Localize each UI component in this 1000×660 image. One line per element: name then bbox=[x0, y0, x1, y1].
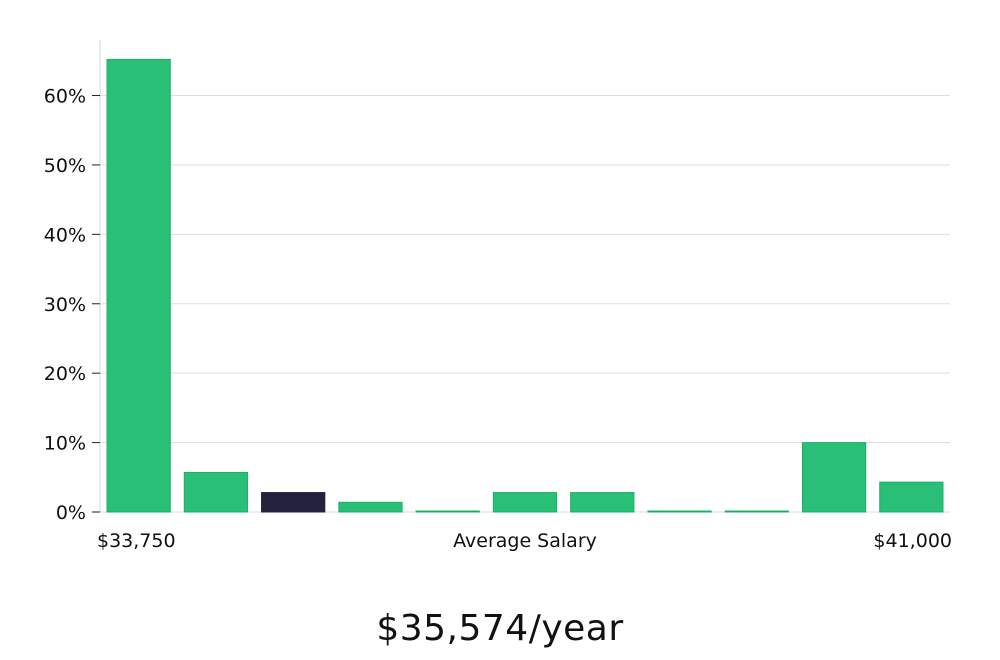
grid-lines bbox=[100, 95, 950, 513]
bar bbox=[801, 442, 867, 513]
bars bbox=[106, 58, 944, 513]
bar bbox=[492, 492, 558, 513]
y-axis-ticks: 0% 10% 20% 30% 40% 50% 60% bbox=[44, 86, 100, 524]
y-tick-label: 60% bbox=[44, 86, 86, 108]
y-tick-label: 40% bbox=[44, 224, 86, 246]
bar bbox=[338, 501, 403, 513]
x-axis-max-label: $41,000 bbox=[873, 530, 952, 552]
bar-highlighted bbox=[261, 492, 326, 513]
y-tick-label: 30% bbox=[44, 294, 86, 316]
y-tick-label: 10% bbox=[44, 433, 86, 455]
bar bbox=[879, 481, 944, 513]
y-tick-label: 0% bbox=[56, 502, 86, 524]
salary-histogram-chart: 0% 10% 20% 30% 40% 50% 60% $33,750 Average Sal… bbox=[44, 40, 952, 552]
bar bbox=[183, 471, 249, 513]
bar bbox=[570, 492, 635, 513]
bar bbox=[106, 58, 171, 513]
bar bbox=[647, 510, 712, 513]
bar bbox=[415, 510, 480, 513]
average-salary-headline: $35,574/year bbox=[376, 608, 624, 649]
bar bbox=[724, 510, 789, 513]
y-tick-label: 50% bbox=[44, 155, 86, 177]
x-axis-title: Average Salary bbox=[453, 530, 597, 552]
x-axis-min-label: $33,750 bbox=[97, 530, 176, 552]
y-tick-label: 20% bbox=[44, 363, 86, 385]
